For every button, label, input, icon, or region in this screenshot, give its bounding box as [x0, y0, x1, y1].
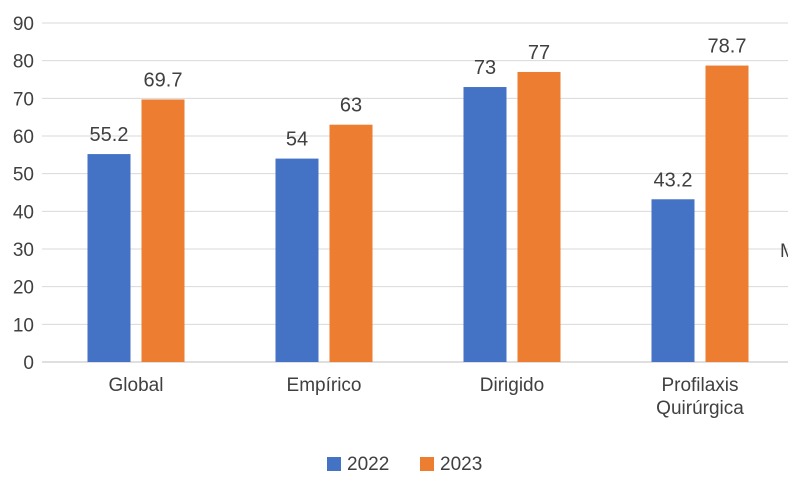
bar-2022-0 — [87, 154, 131, 362]
data-label: 43.2 — [654, 169, 693, 191]
bar-2022-1 — [275, 158, 319, 362]
data-label: 55.2 — [90, 124, 129, 146]
bar-2022-2 — [463, 87, 507, 363]
bar-2023-2 — [517, 71, 561, 362]
y-tick-label: 80 — [13, 52, 34, 73]
bar-2022-3 — [651, 199, 695, 362]
y-tick-label: 20 — [13, 278, 34, 299]
y-tick-label: 90 — [13, 14, 34, 35]
legend-label: 2022 — [347, 454, 389, 475]
legend-label: 2023 — [440, 454, 482, 475]
data-label: 54 — [286, 129, 308, 151]
cropped-edge-text: M — [780, 241, 788, 262]
y-tick-label: 60 — [13, 127, 34, 148]
y-tick-label: 70 — [13, 89, 34, 110]
data-label: 77 — [528, 42, 550, 64]
data-label: 69.7 — [144, 69, 183, 91]
y-tick-label: 30 — [13, 240, 34, 261]
legend: 2022 2023 — [327, 454, 482, 475]
bar-2023-1 — [329, 124, 373, 362]
x-axis-category-labels: Global Empírico Dirigido Profilaxis Quirúrgi… — [109, 375, 745, 419]
y-tick-label: 50 — [13, 165, 34, 186]
data-label: 78.7 — [708, 36, 747, 58]
data-label: 63 — [340, 95, 362, 117]
y-tick-label: 40 — [13, 202, 34, 223]
category-label: Global — [109, 375, 164, 396]
bar-2023-3 — [705, 65, 749, 363]
category-label: Empírico — [287, 375, 362, 396]
bar-2023-0 — [141, 99, 185, 363]
legend-swatch-2023 — [420, 457, 434, 471]
data-labels: 55.2 69.7 54 63 73 77 43.2 78.7 — [90, 36, 747, 192]
y-axis-tick-labels: 0 10 20 30 40 50 60 70 80 90 — [13, 14, 34, 374]
category-label: Profilaxis Quirúrgica — [656, 375, 744, 419]
y-tick-label: 10 — [13, 315, 34, 336]
legend-swatch-2022 — [327, 457, 341, 471]
category-label: Dirigido — [480, 375, 544, 396]
bars — [87, 65, 749, 363]
y-tick-label: 0 — [23, 353, 34, 374]
data-label: 73 — [474, 57, 496, 79]
